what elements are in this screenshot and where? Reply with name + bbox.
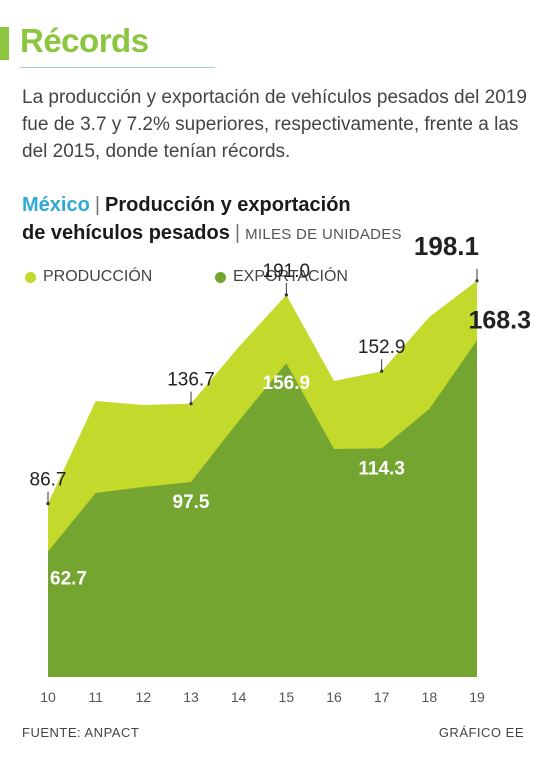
x-tick-label: 13	[183, 689, 199, 705]
production-point	[475, 279, 479, 283]
source-note: FUENTE: ANPACT	[22, 725, 140, 740]
x-tick-label: 18	[422, 689, 438, 705]
production-point	[284, 293, 288, 297]
legend-item-export: EXPORTACIÓN	[215, 268, 348, 286]
title-divider	[20, 67, 215, 68]
production-value-label: 136.7	[167, 370, 215, 391]
x-tick-label: 14	[231, 689, 247, 705]
x-tick-label: 11	[88, 689, 103, 705]
units-separator: |	[234, 222, 241, 244]
export-value-label: 62.7	[50, 569, 87, 590]
chart-heading-line-1: México | Producción y exportación	[22, 191, 402, 219]
production-point	[189, 402, 193, 406]
export-value-label: 114.3	[358, 458, 405, 479]
graphic-credit: GRÁFICO EE	[438, 725, 524, 740]
production-value-label: 152.9	[358, 337, 406, 358]
heading-separator: |	[94, 194, 101, 216]
x-tick-label: 16	[326, 689, 342, 705]
production-point	[46, 502, 50, 506]
chart-units: MILES DE UNIDADES	[245, 226, 402, 243]
legend-export-label: EXPORTACIÓN	[233, 268, 348, 285]
production-value-label: 191.0	[263, 261, 311, 282]
production-point	[380, 369, 384, 373]
chart-heading: México | Producción y exportación de vehíc…	[22, 191, 402, 249]
title-accent-bar	[0, 27, 9, 60]
chart-title-line-2: de vehículos pesados	[22, 222, 230, 244]
x-tick-label: 10	[40, 689, 56, 705]
x-tick-label: 12	[136, 689, 152, 705]
export-value-label: 97.5	[173, 492, 210, 513]
export-area	[48, 340, 477, 677]
production-value-label: 198.1	[414, 231, 479, 261]
x-tick-label: 15	[279, 689, 295, 705]
legend-export-dot	[215, 271, 226, 283]
chart-heading-line-2: de vehículos pesados | MILES DE UNIDADES	[22, 219, 402, 249]
production-value-label: 86.7	[30, 470, 67, 491]
legend-production-label: PRODUCCIÓN	[43, 268, 153, 285]
export-value-label: 156.9	[263, 373, 311, 394]
x-tick-label: 19	[469, 689, 485, 705]
chart-title-line-1: Producción y exportación	[105, 194, 351, 216]
chart-country: México	[22, 194, 90, 216]
intro-text: La producción y exportación de vehículos…	[22, 87, 527, 162]
export-value-label: 168.3	[468, 306, 531, 334]
legend-production-dot	[25, 271, 36, 283]
x-tick-label: 17	[374, 689, 390, 705]
page-title: Récords	[20, 22, 149, 59]
legend-item-production: PRODUCCIÓN	[25, 268, 152, 286]
